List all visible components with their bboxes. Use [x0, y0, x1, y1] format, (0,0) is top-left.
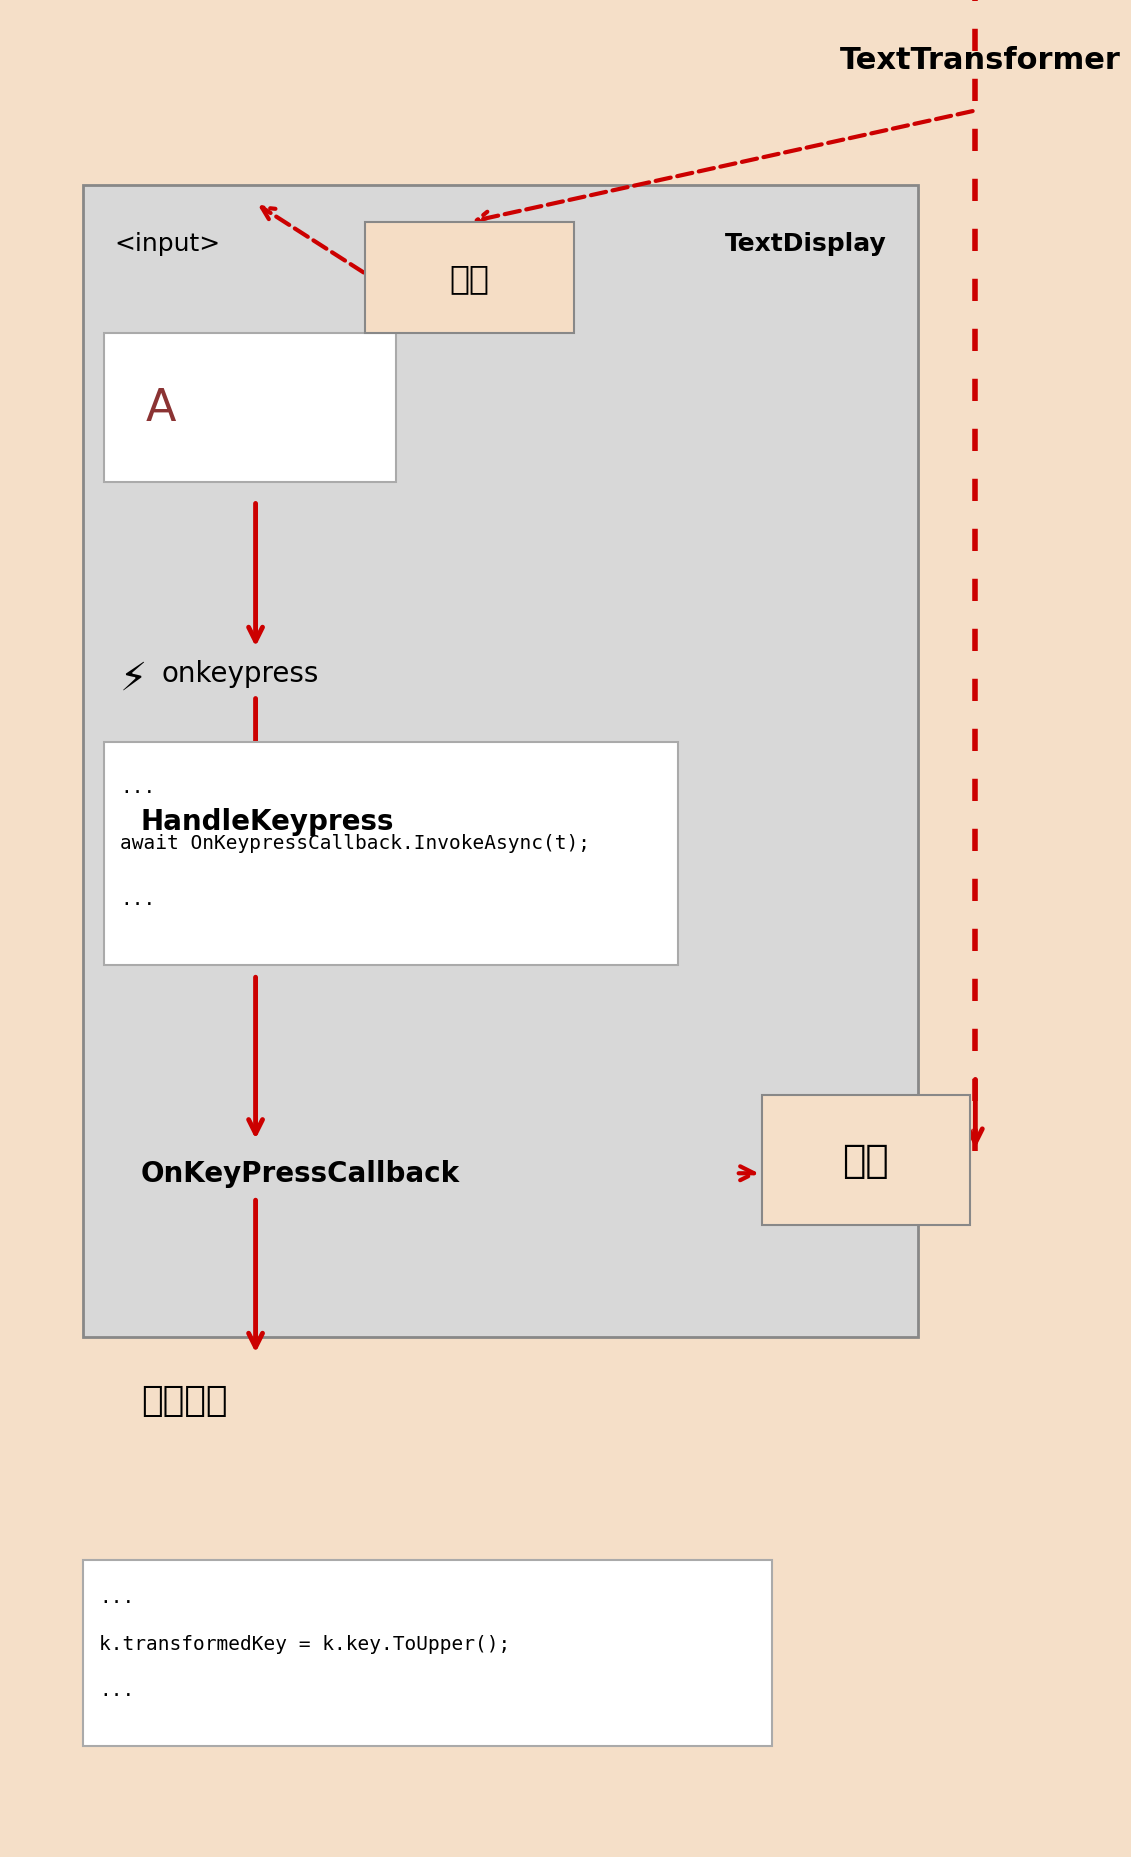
Text: TextDisplay: TextDisplay: [725, 232, 887, 256]
Text: ...: ...: [120, 778, 155, 797]
Text: 填充: 填充: [843, 1142, 889, 1179]
FancyBboxPatch shape: [365, 223, 573, 334]
Text: ...: ...: [120, 890, 155, 908]
Text: 创建: 创建: [449, 262, 490, 295]
Text: TextTransformer: TextTransformer: [840, 46, 1121, 76]
Text: k.transformedKey = k.key.ToUpper();: k.transformedKey = k.key.ToUpper();: [100, 1634, 510, 1653]
FancyBboxPatch shape: [104, 334, 396, 483]
Text: ⚡: ⚡: [120, 659, 147, 696]
FancyBboxPatch shape: [761, 1096, 970, 1226]
Text: ...: ...: [100, 1681, 135, 1699]
Text: A: A: [146, 386, 176, 431]
Text: HandleKeypress: HandleKeypress: [141, 808, 395, 836]
Text: await OnKeypressCallback.InvokeAsync(t);: await OnKeypressCallback.InvokeAsync(t);: [120, 834, 590, 852]
Text: 转换文本: 转换文本: [141, 1383, 227, 1417]
Text: OnKeyPressCallback: OnKeyPressCallback: [141, 1159, 460, 1188]
Text: ...: ...: [100, 1588, 135, 1606]
FancyBboxPatch shape: [84, 186, 918, 1337]
FancyBboxPatch shape: [104, 743, 679, 966]
FancyBboxPatch shape: [84, 1560, 772, 1746]
Text: onkeypress: onkeypress: [162, 659, 319, 689]
Text: <input>: <input>: [114, 232, 221, 256]
